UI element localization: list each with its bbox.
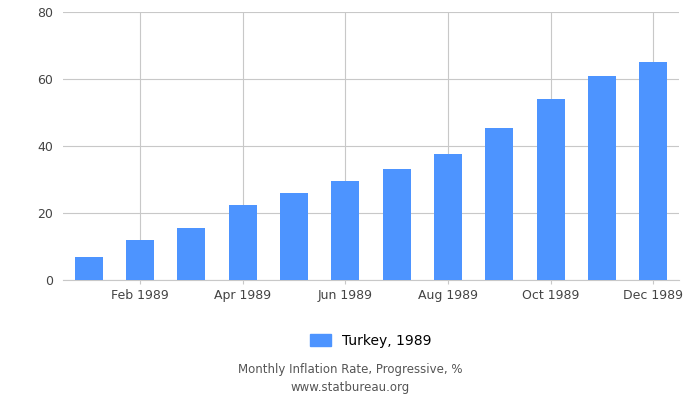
Bar [485,128,513,280]
Bar [74,256,103,280]
Bar [126,240,154,280]
Bar [331,181,360,280]
Bar [382,170,411,280]
Bar [228,205,257,280]
Bar [434,154,462,280]
Bar [639,62,667,280]
Legend: Turkey, 1989: Turkey, 1989 [304,328,438,354]
Text: www.statbureau.org: www.statbureau.org [290,382,410,394]
Bar [588,76,616,280]
Bar [177,228,206,280]
Bar [280,193,308,280]
Text: Monthly Inflation Rate, Progressive, %: Monthly Inflation Rate, Progressive, % [238,364,462,376]
Bar [536,99,565,280]
